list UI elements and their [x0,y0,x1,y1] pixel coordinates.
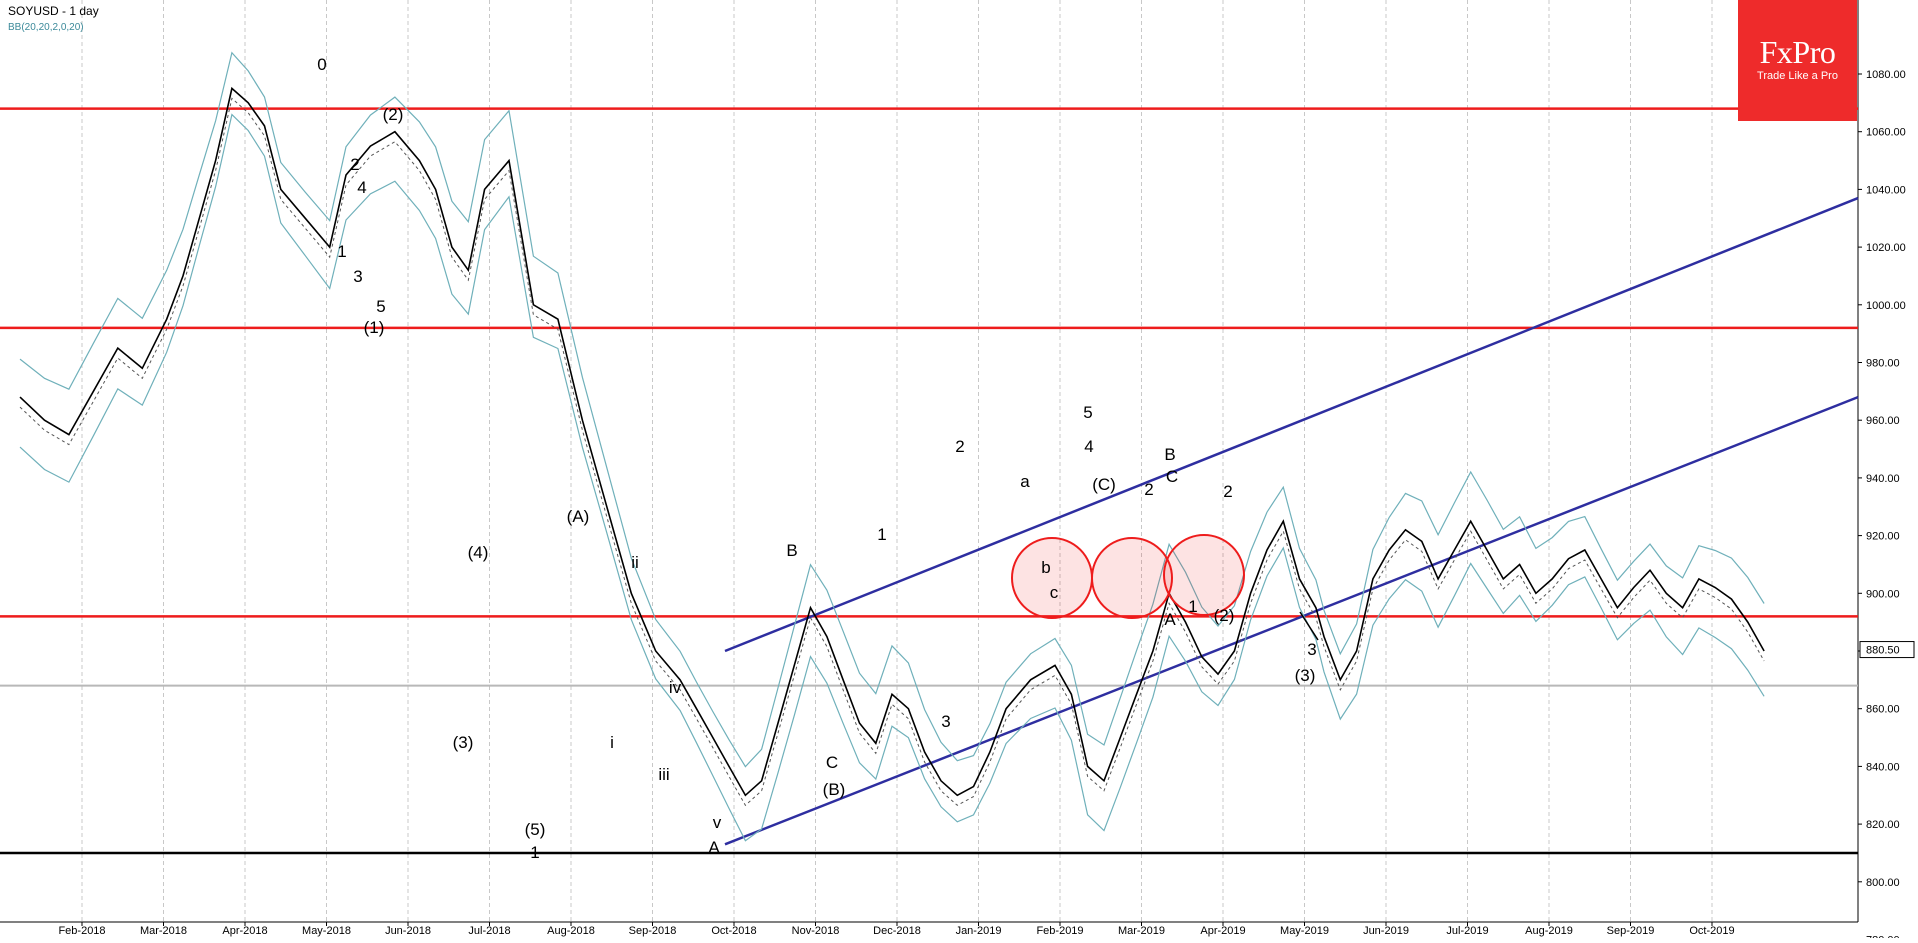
x-tick-label: Oct-2018 [711,925,756,937]
wave-label: c [1050,583,1059,602]
wave-label: 2 [1223,482,1232,501]
y-tick-label: 1040.00 [1866,184,1906,196]
bollinger-upper [19,51,1765,768]
wave-label: C [1166,467,1178,486]
x-tick-label: Aug-2018 [547,925,595,937]
x-tick-label: Nov-2018 [792,925,840,937]
wave-label: 4 [357,178,366,197]
fxpro-logo: FxPro Trade Like a Pro [1738,0,1857,121]
wave-label: 5 [376,297,385,316]
wave-label: B [1164,445,1175,464]
x-tick-label: Apr-2019 [1200,925,1245,937]
x-tick-label: Oct-2019 [1689,925,1734,937]
current-price-tag [1859,641,1915,659]
x-tick-label: Feb-2018 [58,925,105,937]
y-tick-label: 960.00 [1866,415,1900,427]
y-tick-label: 940.00 [1866,473,1900,485]
wave-label: A [1164,610,1176,629]
x-tick-label: Jun-2019 [1363,925,1409,937]
brand-tagline: Trade Like a Pro [1757,70,1838,82]
highlight-circle [1091,537,1173,619]
wave-label: i [610,733,614,752]
wave-label: ii [631,553,639,572]
wave-label: 2 [350,155,359,174]
wave-label: (2) [383,105,404,124]
x-tick-label: Jun-2018 [385,925,431,937]
y-tick-label: 1000.00 [1866,300,1906,312]
chart-title: SOYUSD - 1 day [8,4,99,18]
x-tick-label: Aug-2019 [1525,925,1573,937]
wave-label: (3) [1295,666,1316,685]
x-tick-label: Sep-2018 [629,925,677,937]
wave-label: 1 [877,525,886,544]
wave-label: (4) [468,543,489,562]
x-tick-label: Mar-2018 [140,925,187,937]
wave-label: b [1041,558,1050,577]
x-tick-label: Apr-2018 [222,925,267,937]
wave-label: (C) [1092,475,1116,494]
wave-label: 4 [1084,437,1093,456]
wave-label: 3 [1307,640,1316,659]
brand-name: FxPro [1759,34,1836,70]
wave-label: a [1020,472,1030,491]
y-tick-label: 1060.00 [1866,127,1906,139]
x-tick-label: Feb-2019 [1036,925,1083,937]
bollinger-middle [19,97,1765,807]
wave-label: 2 [1144,480,1153,499]
indicator-label: BB(20,20,2,0,20) [8,22,84,33]
wave-label: 1 [1188,597,1197,616]
y-tick-label: 1080.00 [1866,69,1906,81]
wave-label: (2) [1214,606,1235,625]
y-tick-label: 780.00 [1866,935,1900,939]
wave-label: (5) [525,820,546,839]
y-tick-label: 920.00 [1866,531,1900,543]
y-tick-label: 820.00 [1866,819,1900,831]
wave-label: (1) [364,318,385,337]
wave-label: 1 [530,843,539,862]
wave-label: (A) [567,507,590,526]
price-line [19,86,1765,797]
x-tick-label: Jan-2019 [956,925,1002,937]
wave-label: v [713,813,722,832]
x-tick-label: Dec-2018 [873,925,921,937]
y-tick-label: 1020.00 [1866,242,1906,254]
y-tick-label: 860.00 [1866,704,1900,716]
x-tick-label: May-2019 [1280,925,1329,937]
wave-label: iv [669,678,682,697]
wave-label: (3) [453,733,474,752]
current-price-label: 880.50 [1866,645,1900,657]
y-tick-label: 980.00 [1866,358,1900,370]
wave-label: 1 [337,242,346,261]
wave-label: A [708,838,720,857]
wave-label: 3 [353,267,362,286]
y-tick-label: 800.00 [1866,877,1900,889]
wave-label: C [826,753,838,772]
x-tick-label: May-2018 [302,925,351,937]
x-tick-label: Jul-2019 [1446,925,1488,937]
channel-lower-line [724,395,1859,846]
highlight-circle [1163,534,1245,616]
highlight-circle [1011,537,1093,619]
wave-label: 5 [1083,403,1092,422]
wave-label: 0 [317,55,326,74]
projection-arrow [1299,611,1319,641]
x-tick-label: Jul-2018 [468,925,510,937]
wave-label: B [786,541,797,560]
x-tick-label: Sep-2019 [1607,925,1655,937]
y-tick-label: 900.00 [1866,588,1900,600]
wave-label: iii [658,765,669,784]
x-tick-label: Mar-2019 [1118,925,1165,937]
bollinger-lower [19,113,1765,842]
channel-upper-line [724,196,1859,653]
wave-label: (B) [823,780,846,799]
y-tick-label: 840.00 [1866,761,1900,773]
wave-label: 3 [941,712,950,731]
wave-label: 2 [955,437,964,456]
